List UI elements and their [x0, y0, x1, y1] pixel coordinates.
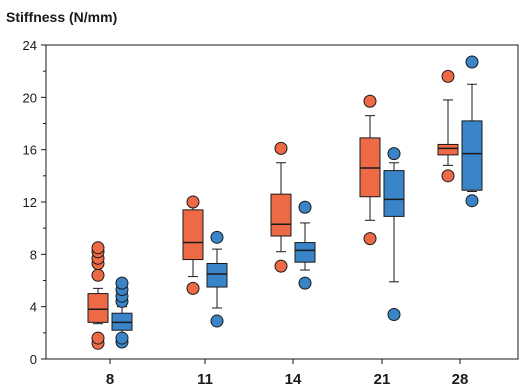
- iqr-box: [270, 193, 292, 237]
- box-14-series-0: [270, 141, 292, 273]
- box-28-series-1: [461, 55, 483, 208]
- outlier-point: [274, 141, 288, 155]
- iqr-box: [461, 120, 483, 191]
- box-21-series-1: [383, 147, 405, 322]
- outlier-point: [465, 55, 479, 69]
- x-tick-label: 8: [106, 371, 114, 388]
- iqr-box: [294, 242, 316, 263]
- outlier-point: [387, 308, 401, 322]
- iqr-box: [87, 293, 109, 323]
- iqr-box: [182, 209, 204, 261]
- outlier-point: [363, 94, 377, 108]
- outlier-point: [441, 69, 455, 83]
- outlier-point: [465, 194, 479, 208]
- box-8-series-0: [87, 241, 109, 350]
- outlier-point: [387, 147, 401, 161]
- outlier-point: [115, 331, 129, 345]
- box-21-series-0: [359, 94, 381, 246]
- outlier-point: [186, 281, 200, 295]
- outlier-point: [210, 230, 224, 244]
- outlier-point: [186, 195, 200, 209]
- outlier-point: [274, 259, 288, 273]
- y-axis: 0 4 8 12 16 20 24: [23, 38, 46, 367]
- outlier-point: [210, 314, 224, 328]
- outlier-point: [115, 276, 129, 290]
- iqr-box: [437, 143, 459, 156]
- outlier-point: [298, 200, 312, 214]
- outlier-point: [91, 241, 105, 255]
- y-tick-label: 16: [23, 143, 37, 158]
- box-8-series-1: [111, 276, 133, 349]
- box-14-series-1: [294, 200, 316, 290]
- outlier-point: [298, 276, 312, 290]
- box-11-series-1: [206, 230, 228, 328]
- y-tick-label: 20: [23, 90, 37, 105]
- y-tick-label: 24: [23, 38, 37, 53]
- y-tick-label: 12: [23, 195, 37, 210]
- iqr-box: [206, 262, 228, 288]
- y-axis-title: Stiffness (N/mm): [6, 9, 117, 25]
- box-28-series-0: [437, 69, 459, 183]
- outlier-point: [91, 268, 105, 282]
- box-series: [87, 55, 483, 350]
- x-tick-label: 28: [452, 371, 469, 388]
- x-tick-label: 11: [197, 371, 213, 388]
- box-11-series-0: [182, 195, 204, 295]
- x-axis: 8 11 14 21 28: [106, 359, 469, 388]
- x-tick-label: 21: [374, 371, 391, 388]
- outlier-point: [441, 169, 455, 183]
- y-tick-label: 0: [30, 352, 37, 367]
- x-tick-label: 14: [285, 371, 302, 388]
- y-tick-label: 8: [30, 247, 37, 262]
- iqr-box: [383, 170, 405, 217]
- outlier-point: [91, 331, 105, 345]
- y-tick-label: 4: [30, 300, 37, 315]
- outlier-point: [363, 232, 377, 246]
